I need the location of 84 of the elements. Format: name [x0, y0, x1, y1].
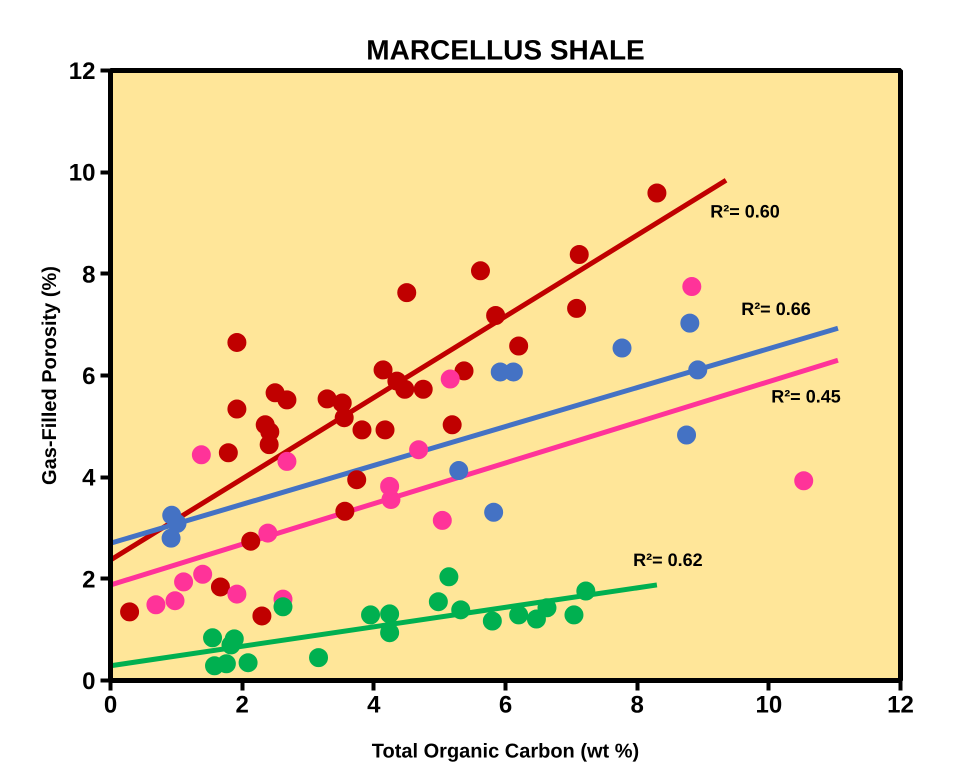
point	[414, 380, 433, 399]
point	[688, 360, 708, 380]
point	[451, 600, 470, 620]
point	[509, 605, 528, 624]
point	[227, 584, 246, 604]
point	[526, 610, 546, 628]
point	[309, 648, 328, 668]
x-tick-label: 10	[755, 692, 782, 718]
point	[210, 577, 230, 596]
point	[442, 415, 462, 434]
x-axis-title: Total Organic Carbon (wt %)	[372, 740, 640, 762]
y-tick-label: 0	[82, 668, 96, 695]
point	[146, 595, 166, 614]
point	[482, 612, 502, 631]
point	[277, 390, 296, 410]
point	[682, 277, 702, 296]
point	[174, 572, 194, 592]
y-tick-label: 6	[82, 363, 96, 390]
point	[409, 440, 428, 460]
point	[347, 470, 366, 490]
y-tick-label: 2	[82, 566, 96, 594]
point	[564, 605, 584, 624]
point	[484, 502, 504, 522]
point	[335, 502, 354, 521]
point	[680, 314, 700, 333]
point	[381, 490, 400, 510]
annotation: R²= 0.62	[633, 550, 703, 570]
annotation: R²= 0.60	[710, 201, 780, 222]
point	[252, 606, 272, 626]
point	[576, 582, 596, 601]
point	[120, 602, 140, 622]
point	[227, 332, 246, 352]
point	[203, 628, 222, 648]
point	[318, 389, 337, 408]
point	[380, 604, 400, 624]
point	[334, 408, 354, 428]
point	[677, 425, 696, 444]
point	[432, 510, 452, 530]
point	[486, 306, 506, 325]
point	[509, 336, 528, 356]
point	[570, 245, 589, 264]
point	[395, 380, 414, 399]
point	[193, 564, 212, 584]
x-tick-label: 12	[887, 692, 914, 718]
point	[241, 532, 260, 551]
y-tick-label: 4	[82, 464, 96, 492]
x-tick-label: 8	[630, 692, 644, 718]
x-tick-label: 6	[498, 692, 512, 718]
annotation: R²= 0.45	[771, 386, 841, 406]
point	[612, 338, 632, 358]
point	[397, 283, 416, 302]
point	[440, 370, 460, 389]
point	[537, 598, 556, 618]
point	[361, 605, 380, 624]
point	[192, 445, 211, 464]
y-tick-label: 8	[82, 261, 96, 288]
point	[449, 461, 468, 480]
point	[273, 597, 292, 616]
point	[166, 591, 185, 610]
point	[376, 420, 395, 440]
point	[238, 653, 258, 672]
point	[227, 400, 246, 419]
point	[374, 360, 393, 380]
point	[218, 443, 238, 462]
chart-title: MARCELLUS SHALE	[366, 34, 645, 66]
point	[439, 567, 458, 586]
point	[454, 361, 474, 380]
y-tick-label: 10	[68, 160, 96, 187]
point	[352, 420, 372, 440]
y-tick-label: 12	[68, 58, 96, 85]
y-axis-title: Gas-Filled Porosity (%)	[38, 266, 61, 485]
point	[428, 592, 448, 612]
point	[258, 524, 278, 543]
annotation: R²= 0.66	[741, 299, 811, 320]
x-tick-label: 0	[104, 692, 118, 718]
point	[277, 452, 296, 471]
point	[470, 261, 490, 280]
point	[647, 184, 666, 202]
point	[567, 298, 586, 318]
x-tick-label: 4	[367, 692, 382, 718]
point	[794, 471, 814, 490]
x-tick-label: 2	[235, 692, 249, 718]
point	[167, 514, 186, 533]
point	[162, 528, 181, 548]
